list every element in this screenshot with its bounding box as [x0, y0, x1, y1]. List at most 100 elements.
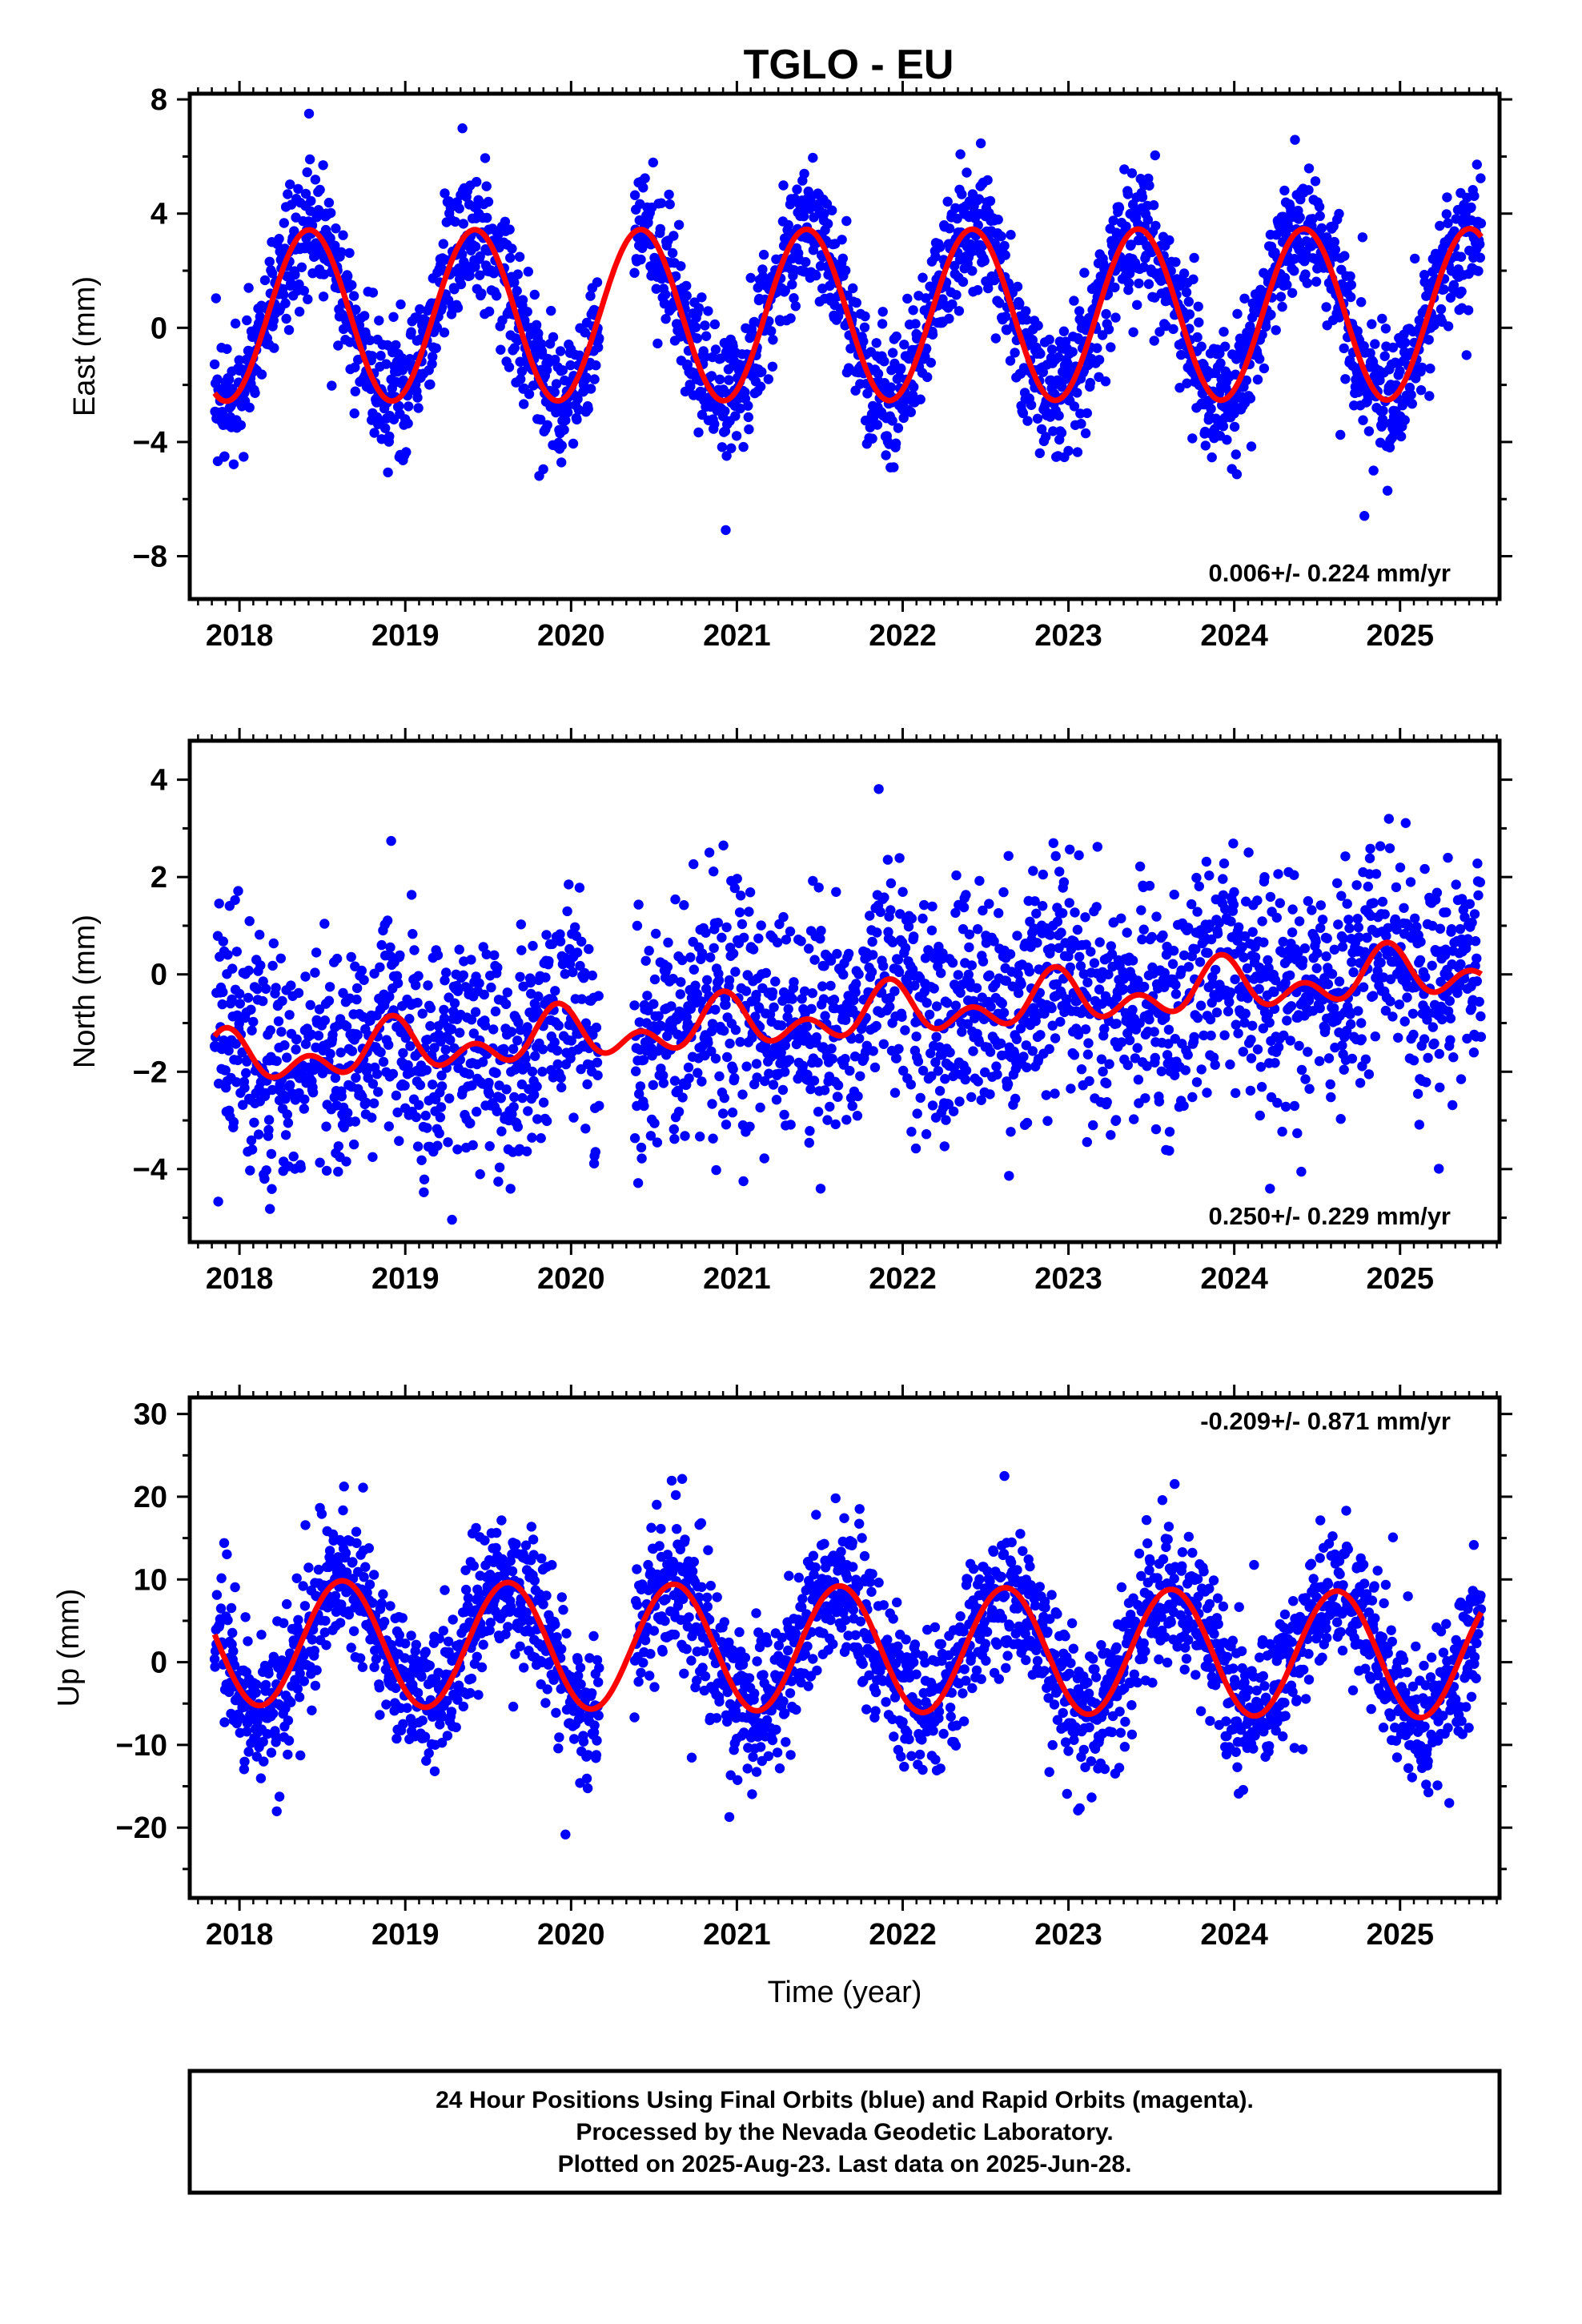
- east-data-point: [1080, 428, 1091, 439]
- east-data-point: [1303, 185, 1314, 195]
- north-data-point: [506, 1027, 517, 1037]
- east-data-point: [1290, 135, 1300, 145]
- north-data-point: [816, 926, 826, 936]
- north-data-point: [336, 1091, 347, 1102]
- north-data-point: [249, 1117, 259, 1128]
- east-data-point: [1134, 278, 1144, 289]
- north-data-point: [785, 1120, 796, 1130]
- north-data-point: [327, 1029, 338, 1040]
- north-data-point: [1154, 1096, 1165, 1107]
- east-data-point: [789, 293, 799, 304]
- north-data-point: [695, 1132, 705, 1142]
- east-data-point: [1006, 230, 1016, 240]
- north-data-point: [1122, 1059, 1134, 1071]
- north-data-point: [1192, 1012, 1203, 1023]
- north-data-point: [419, 1174, 430, 1185]
- east-data-point: [1144, 180, 1154, 191]
- north-data-point: [220, 1065, 231, 1076]
- north-data-point: [941, 1115, 951, 1125]
- east-data-point: [536, 414, 546, 425]
- north-data-point: [1315, 1003, 1325, 1014]
- north-data-point: [1356, 1034, 1367, 1044]
- east-data-point: [294, 307, 305, 317]
- north-data-point: [592, 1376, 601, 1385]
- east-data-point: [1215, 348, 1225, 359]
- north-data-point: [496, 1093, 506, 1104]
- north-data-point: [893, 1043, 904, 1055]
- east-data-point: [243, 283, 254, 293]
- east-data-point: [957, 189, 967, 199]
- east-data-point: [757, 271, 769, 282]
- north-data-point: [1050, 1088, 1060, 1099]
- north-data-point: [830, 1119, 841, 1130]
- east-data-point: [706, 371, 717, 381]
- north-data-point: [878, 961, 889, 971]
- north-data-point: [633, 899, 644, 910]
- east-data-point: [1192, 332, 1203, 343]
- north-data-point: [998, 1007, 1010, 1018]
- east-data-point: [1441, 209, 1452, 219]
- east-data-point: [269, 343, 279, 353]
- north-data-point: [1132, 1043, 1142, 1053]
- north-data-point: [1058, 877, 1070, 887]
- east-data-point: [388, 312, 399, 322]
- north-data-point: [1289, 870, 1299, 880]
- north-data-point: [1065, 844, 1075, 855]
- north-data-point: [537, 1044, 548, 1055]
- east-data-point: [664, 189, 674, 200]
- north-data-point: [737, 1089, 748, 1100]
- north-data-point: [1084, 1076, 1094, 1087]
- north-data-point: [299, 1104, 309, 1114]
- north-data-point: [508, 1043, 519, 1055]
- north-data-point: [631, 1066, 641, 1076]
- north-data-point: [1151, 911, 1162, 922]
- north-data-point: [319, 1015, 330, 1026]
- north-data-point: [787, 994, 797, 1004]
- east-data-point: [1368, 465, 1379, 476]
- north-data-point: [868, 1046, 878, 1056]
- north-data-point: [307, 1088, 319, 1098]
- north-data-point: [1287, 927, 1298, 938]
- north-data-point: [1156, 1066, 1167, 1077]
- north-data-point: [729, 1073, 740, 1084]
- north-data-point: [449, 998, 460, 1008]
- east-data-point: [1363, 426, 1375, 436]
- north-panel: 2018 2019 2020 2021 2022 2023 2024 2025−4−2024N…: [68, 728, 1512, 1385]
- east-data-point: [1346, 292, 1356, 303]
- north-data-point: [361, 1097, 371, 1108]
- east-data-point: [344, 337, 355, 348]
- north-data-point: [1091, 902, 1102, 912]
- east-data-point: [1054, 410, 1064, 421]
- north-data-point: [801, 1021, 813, 1032]
- east-data-point: [1400, 337, 1411, 348]
- east-data-point: [1183, 296, 1195, 307]
- east-data-point: [1231, 469, 1243, 480]
- north-data-point: [335, 1047, 346, 1058]
- north-data-point: [549, 1037, 560, 1047]
- north-data-point: [1022, 1117, 1033, 1128]
- east-data-point: [323, 197, 335, 208]
- east-data-point: [524, 388, 535, 400]
- east-data-point: [1261, 321, 1271, 332]
- east-data-point: [286, 278, 296, 288]
- north-data-point: [286, 980, 296, 991]
- north-data-point: [1364, 853, 1375, 864]
- north-data-point: [1342, 899, 1352, 909]
- north-data-point: [845, 1065, 855, 1076]
- north-data-point: [266, 1148, 277, 1160]
- east-data-point: [1174, 383, 1185, 393]
- north-data-point: [780, 1067, 790, 1077]
- east-data-point: [841, 215, 852, 227]
- east-data-point: [315, 184, 325, 195]
- north-data-point: [1363, 1069, 1375, 1080]
- north-data-point: [885, 878, 897, 889]
- east-data-point: [930, 251, 941, 262]
- north-data-point: [1183, 962, 1195, 972]
- north-data-point: [385, 942, 396, 953]
- north-data-point: [1192, 907, 1203, 917]
- north-data-point: [213, 1196, 223, 1207]
- east-data-point: [743, 412, 753, 423]
- east-data-point: [457, 123, 468, 134]
- north-data-point: [897, 887, 908, 897]
- east-data-point: [1279, 185, 1290, 196]
